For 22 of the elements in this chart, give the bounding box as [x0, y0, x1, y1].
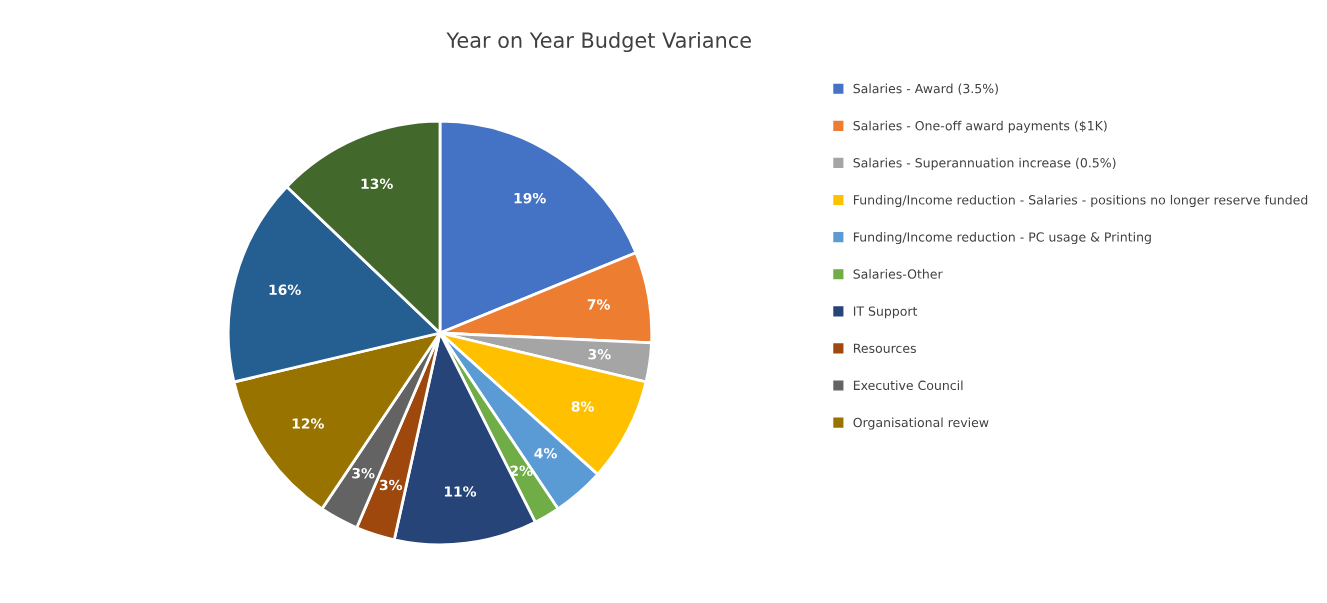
- legend-label: Funding/Income reduction - Salaries - positions no longer reserve funded: [853, 194, 1308, 207]
- data-label: 11%: [444, 486, 477, 497]
- legend-label: Salaries - Award (3.5%): [853, 83, 998, 95]
- data-label: 3%: [379, 479, 403, 491]
- data-label: 19%: [514, 192, 546, 204]
- data-label: 7%: [587, 299, 610, 310]
- legend-label: Salaries-Other: [853, 269, 943, 279]
- legend-label: Funding/Income reduction - PC usage & Printing: [853, 232, 1151, 245]
- data-label: 3%: [352, 467, 375, 479]
- data-label: 3%: [588, 348, 611, 360]
- chart-title: Year on Year Budget Variance: [446, 31, 751, 53]
- legend-label: Salaries - Superannuation increase (0.5%): [853, 157, 1116, 170]
- data-label: 13%: [361, 178, 393, 190]
- legend-label: IT Support: [853, 306, 918, 319]
- legend-label: Organisational review: [853, 417, 989, 430]
- data-label: 12%: [292, 418, 324, 429]
- legend-label: Resources: [853, 343, 916, 353]
- legend-label: Salaries - One-off award payments ($1K): [853, 120, 1107, 133]
- data-label: 8%: [571, 401, 594, 412]
- data-label: 16%: [269, 284, 301, 295]
- legend-label: Executive Council: [853, 380, 963, 391]
- data-label: 4%: [534, 448, 557, 459]
